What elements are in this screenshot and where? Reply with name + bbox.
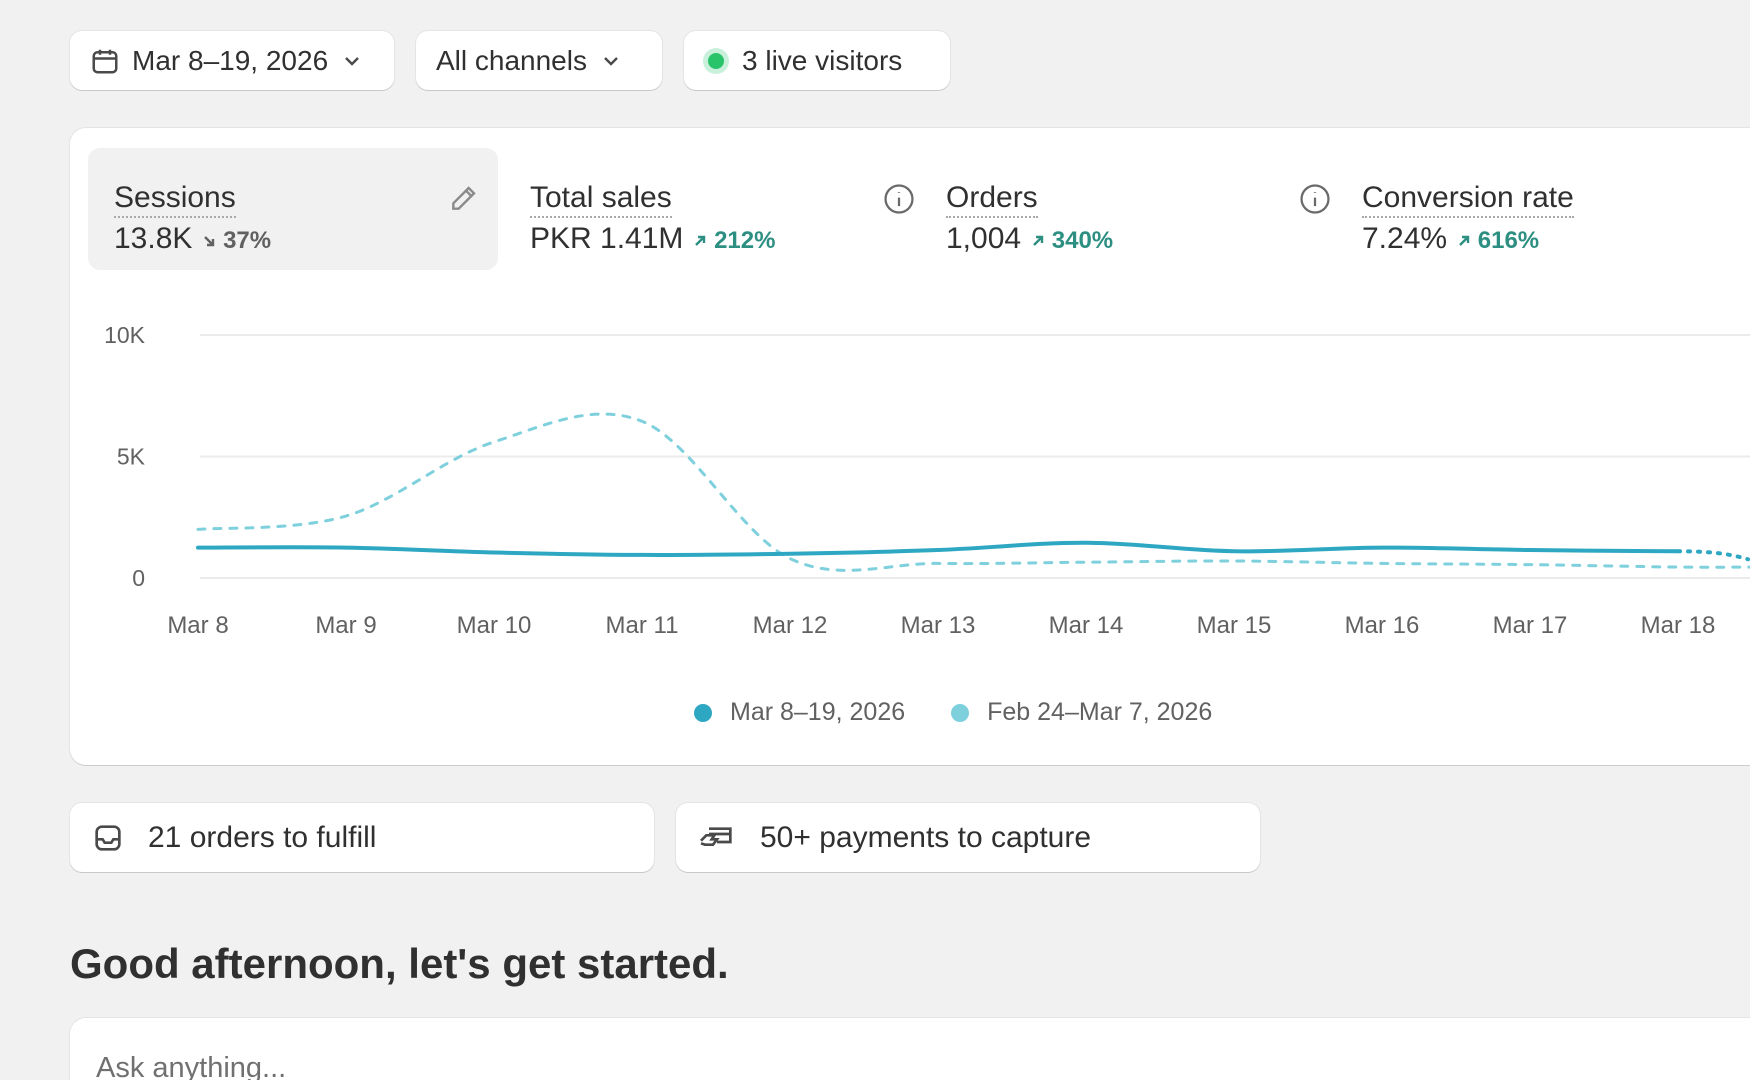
chevron-down-icon — [604, 56, 618, 66]
live-visitors-label: 3 live visitors — [742, 44, 903, 76]
series-line-current — [196, 540, 1680, 557]
metric-delta: 37% — [202, 227, 271, 255]
x-tick-label: Mar 18 — [1641, 612, 1716, 639]
metric-delta: 340% — [1031, 227, 1113, 255]
x-tick-label: Mar 13 — [901, 612, 976, 639]
legend-label: Feb 24–Mar 7, 2026 — [987, 698, 1213, 726]
metric-value: 1,004 — [946, 222, 1022, 255]
x-tick-label: Mar 11 — [606, 612, 679, 639]
chevron-down-icon — [345, 56, 359, 66]
legend-item-current[interactable]: Mar 8–19, 2026 — [694, 698, 905, 727]
metric-value: PKR 1.41M — [530, 222, 684, 255]
legend-dot — [694, 703, 712, 722]
ask-anything-input[interactable] — [70, 1018, 1750, 1080]
x-tick-label: Mar 8 — [167, 612, 228, 639]
task-label: 50+ payments to capture — [760, 820, 1092, 854]
x-tick-label: Mar 12 — [753, 612, 828, 639]
metric-label: Sessions — [114, 181, 236, 218]
calendar-icon — [92, 49, 118, 73]
arrow-up-right-icon — [1033, 235, 1044, 246]
arrow-up-right-icon — [695, 235, 706, 246]
metric-value: 13.8K — [114, 222, 193, 255]
analytics-card: Sessions 13.8K 37% Total sales PKR 1.41M… — [70, 128, 1750, 765]
info-icon[interactable] — [1298, 182, 1332, 216]
greeting-heading: Good afternoon, let's get started. — [70, 940, 729, 987]
metric-conversion-rate[interactable]: Conversion rate 7.24% 616% — [1336, 148, 1746, 270]
channel-label: All channels — [436, 44, 587, 76]
series-line-previous — [196, 412, 1750, 572]
series-line-current-projection — [1676, 549, 1750, 562]
x-tick-label: Mar 15 — [1197, 612, 1272, 639]
legend-item-previous[interactable]: Feb 24–Mar 7, 2026 — [951, 698, 1212, 727]
chart-legend: Mar 8–19, 2026 Feb 24–Mar 7, 2026 — [70, 698, 1750, 727]
sessions-line-chart: 10K 5K 0 Mar 8 Mar 9 Mar 10 Mar 11 Mar 12 Mar 13… — [104, 322, 1750, 639]
metric-orders[interactable]: Orders 1,004 340% — [920, 148, 1330, 270]
payments-to-capture-button[interactable]: 50+ payments to capture — [676, 803, 1260, 872]
x-tick-label: Mar 17 — [1493, 612, 1568, 639]
metric-label: Total sales — [530, 181, 672, 218]
info-icon[interactable] — [882, 182, 916, 216]
metric-value: 7.24% — [1362, 222, 1448, 255]
y-tick-label: 0 — [132, 565, 145, 591]
x-tick-label: Mar 9 — [315, 612, 376, 639]
legend-label: Mar 8–19, 2026 — [730, 698, 906, 726]
metric-total-sales[interactable]: Total sales PKR 1.41M 212% — [504, 148, 914, 270]
inbox-icon — [95, 824, 121, 851]
arrow-down-right-icon — [204, 236, 215, 247]
pencil-icon[interactable] — [448, 182, 480, 214]
live-status-dot — [708, 52, 724, 69]
legend-dot — [951, 703, 970, 722]
metric-sessions[interactable]: Sessions 13.8K 37% — [88, 148, 498, 270]
date-range-label: Mar 8–19, 2026 — [132, 44, 329, 76]
y-tick-label: 10K — [104, 322, 146, 348]
x-tick-label: Mar 14 — [1049, 612, 1124, 639]
date-range-picker[interactable]: Mar 8–19, 2026 — [70, 31, 394, 90]
task-label: 21 orders to fulfill — [148, 820, 377, 854]
arrow-up-right-icon — [1459, 235, 1470, 246]
payment-card-icon — [700, 826, 732, 846]
x-tick-label: Mar 10 — [457, 612, 532, 639]
metric-delta: 212% — [693, 227, 775, 255]
metric-label: Orders — [946, 181, 1038, 218]
channel-selector[interactable]: All channels — [416, 31, 662, 90]
y-tick-label: 5K — [117, 444, 146, 470]
metric-label: Conversion rate — [1362, 181, 1574, 218]
x-tick-label: Mar 16 — [1345, 612, 1420, 639]
orders-to-fulfill-button[interactable]: 21 orders to fulfill — [70, 803, 654, 872]
metric-delta: 616% — [1457, 227, 1539, 255]
live-visitors-button[interactable]: 3 live visitors — [684, 31, 950, 90]
